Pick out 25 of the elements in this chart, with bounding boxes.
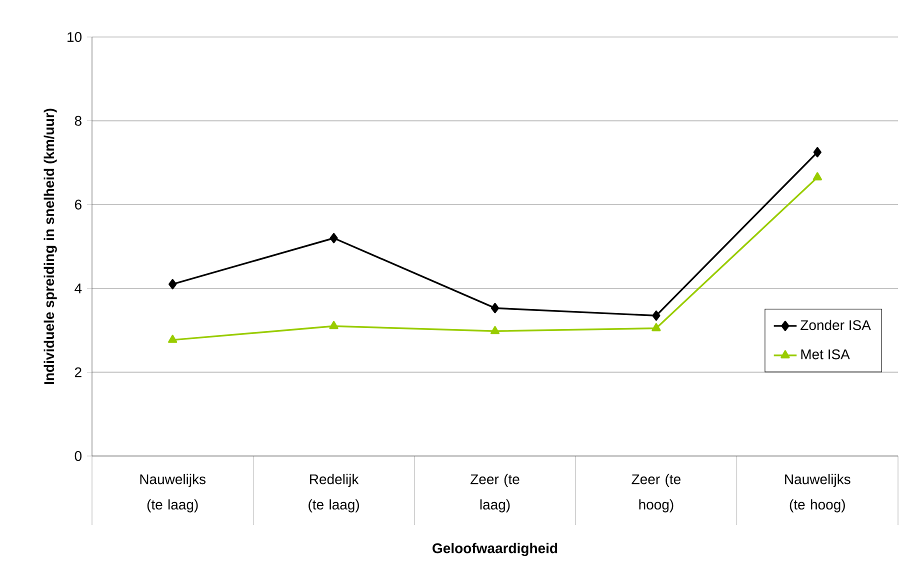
y-tick-label: 2 (74, 367, 82, 378)
y-axis-title: Individuele spreiding in snelheid (km/uur) (44, 108, 57, 384)
point (168, 279, 177, 290)
point (490, 302, 500, 314)
point (168, 334, 178, 343)
point (490, 326, 500, 334)
point (330, 232, 338, 244)
x-axis-title: Geloofwaardigheid (432, 542, 558, 556)
point (329, 320, 338, 330)
x-tick-label: Nauwelijks (te hoog) (785, 474, 850, 512)
y-tick-label: 0 (74, 451, 82, 461)
y-tick-label: 8 (74, 116, 82, 126)
x-tick-label: Zeer (te laag) (470, 474, 520, 512)
legend-label: Met ISA (801, 349, 850, 360)
x-tick-label: Zeer (te hoog) (632, 474, 680, 512)
x-tick-label: Nauwelijks (te laag) (140, 474, 206, 512)
x-tick-label: Redelijk (te laag) (308, 474, 359, 512)
legend-label: Zonder ISA (800, 320, 871, 330)
point (812, 172, 822, 180)
y-tick-label: 6 (74, 200, 82, 210)
y-tick-label: 10 (68, 32, 82, 42)
y-tick-label: 4 (74, 284, 82, 294)
point (652, 323, 661, 332)
point (652, 310, 660, 321)
point (813, 147, 822, 158)
